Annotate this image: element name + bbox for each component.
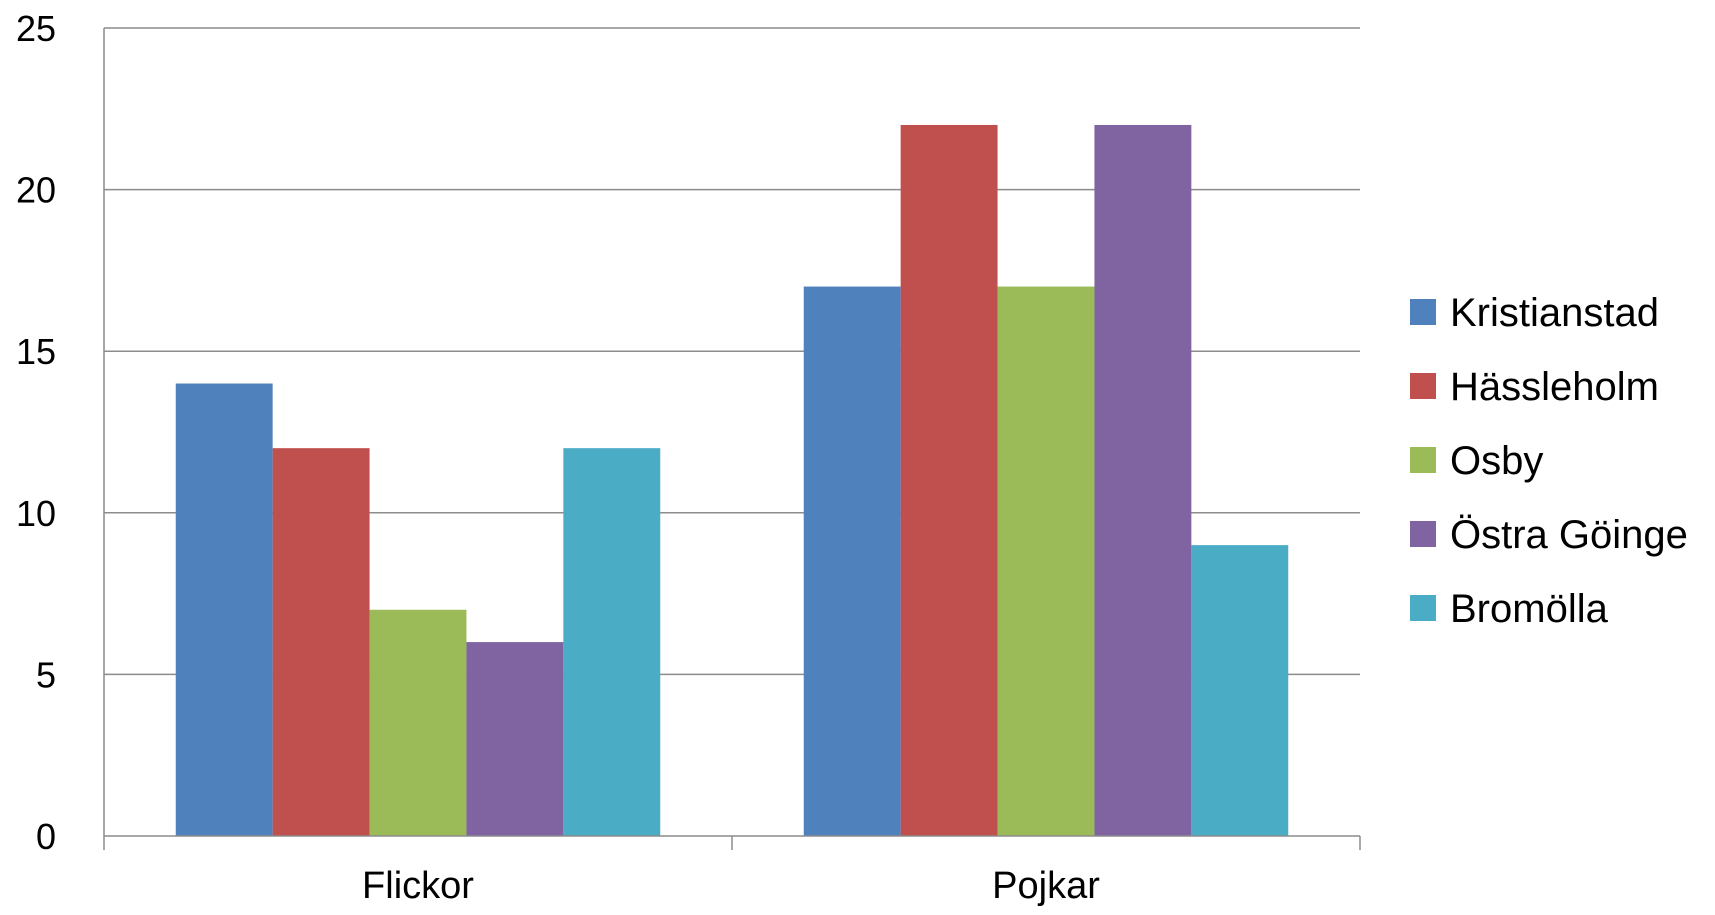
y-tick-label: 15 bbox=[16, 331, 56, 372]
bar-kristianstad-pojkar bbox=[803, 286, 901, 836]
y-tick-label: 10 bbox=[16, 493, 56, 534]
bar-bromölla-flickor bbox=[563, 448, 661, 836]
bars bbox=[175, 124, 1289, 836]
legend-swatch bbox=[1410, 373, 1436, 399]
bar-bromölla-pojkar bbox=[1191, 545, 1289, 836]
y-tick-label: 0 bbox=[36, 816, 56, 857]
y-tick-label: 20 bbox=[16, 170, 56, 211]
bar-östra-göinge-flickor bbox=[466, 642, 564, 836]
bar-kristianstad-flickor bbox=[175, 383, 273, 836]
legend-swatch bbox=[1410, 595, 1436, 621]
x-category-label: Pojkar bbox=[992, 865, 1100, 907]
legend-label: Hässleholm bbox=[1450, 365, 1659, 409]
y-tick-labels: 0 5 10 15 20 25 bbox=[16, 8, 56, 857]
bar-osby-flickor bbox=[369, 609, 467, 836]
legend-label: Kristianstad bbox=[1450, 291, 1659, 335]
y-tick-label: 5 bbox=[36, 654, 56, 695]
bar-osby-pojkar bbox=[997, 286, 1095, 836]
legend-swatch bbox=[1410, 521, 1436, 547]
legend: Kristianstad Hässleholm Osby Östra Göinge Br… bbox=[1410, 291, 1688, 631]
legend-label: Östra Göinge bbox=[1450, 513, 1688, 557]
y-tick-label: 25 bbox=[16, 8, 56, 49]
legend-label: Bromölla bbox=[1450, 587, 1609, 631]
x-category-labels: Flickor Pojkar bbox=[362, 865, 1100, 907]
x-category-label: Flickor bbox=[362, 865, 474, 907]
legend-swatch bbox=[1410, 299, 1436, 325]
bar-hässleholm-flickor bbox=[272, 448, 370, 836]
axes bbox=[103, 28, 1361, 850]
legend-label: Osby bbox=[1450, 439, 1543, 483]
bar-östra-göinge-pojkar bbox=[1094, 124, 1192, 836]
bar-hässleholm-pojkar bbox=[900, 124, 998, 836]
legend-swatch bbox=[1410, 447, 1436, 473]
